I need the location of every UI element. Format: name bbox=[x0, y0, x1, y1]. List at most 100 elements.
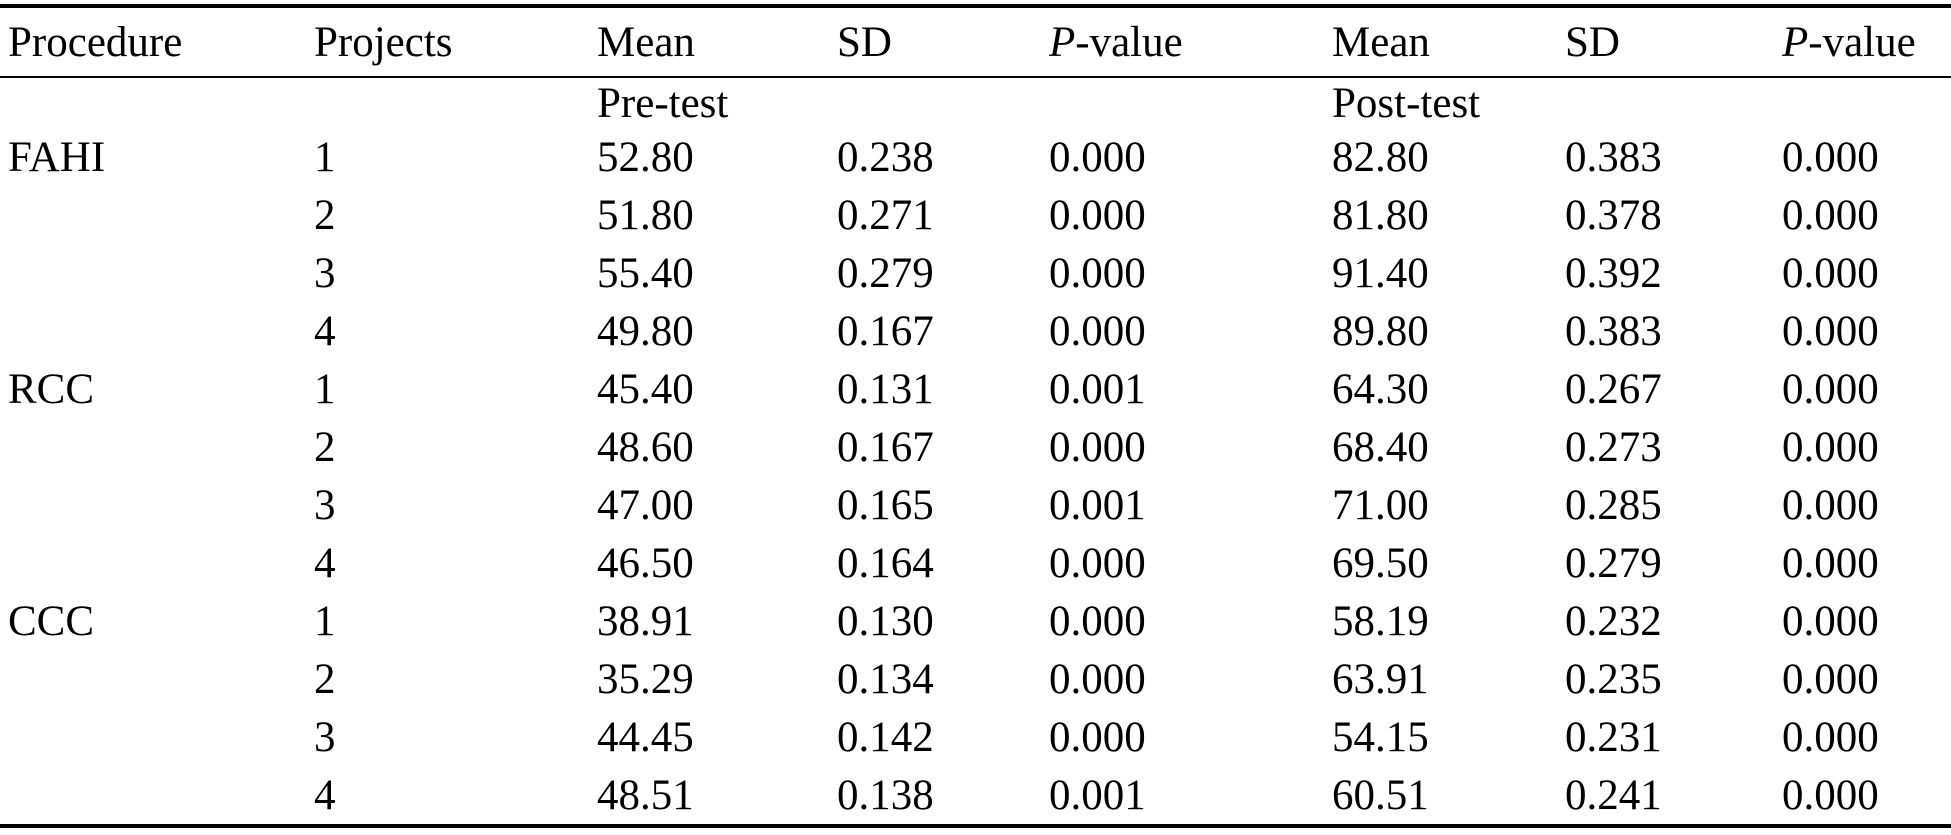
pre-pvalue-cell: 0.001 bbox=[1049, 365, 1146, 413]
pre-pvalue-cell: 0.000 bbox=[1049, 423, 1146, 471]
post-mean-cell: 68.40 bbox=[1332, 423, 1429, 471]
post-mean-cell: 71.00 bbox=[1332, 481, 1429, 529]
pre-mean-cell: 46.50 bbox=[597, 539, 694, 587]
pre-sd-cell: 0.271 bbox=[837, 191, 934, 239]
pre-mean-cell: 45.40 bbox=[597, 365, 694, 413]
pre-mean-cell: 55.40 bbox=[597, 249, 694, 297]
post-mean-cell: 91.40 bbox=[1332, 249, 1429, 297]
project-cell: 2 bbox=[314, 655, 336, 703]
post-mean-cell: 69.50 bbox=[1332, 539, 1429, 587]
procedure-cell: RCC bbox=[8, 365, 95, 413]
project-cell: 1 bbox=[314, 365, 336, 413]
procedure-cell bbox=[0, 302, 314, 360]
table-row: 2 48.60 0.167 0.000 68.40 0.273 0.000 bbox=[0, 418, 1951, 476]
table-row: 3 55.40 0.279 0.000 91.40 0.392 0.000 bbox=[0, 244, 1951, 302]
header-pre-pvalue-italic: P bbox=[1049, 18, 1076, 66]
table-row: 2 51.80 0.271 0.000 81.80 0.378 0.000 bbox=[0, 186, 1951, 244]
procedure-cell bbox=[0, 534, 314, 592]
procedure-cell bbox=[0, 650, 314, 708]
section-empty-cell bbox=[0, 77, 314, 128]
header-post-mean: Mean bbox=[1332, 6, 1565, 78]
pre-sd-cell: 0.131 bbox=[837, 365, 934, 413]
post-pvalue-cell: 0.000 bbox=[1782, 481, 1879, 529]
procedure-cell: FAHI bbox=[8, 133, 106, 181]
post-pvalue-cell: 0.000 bbox=[1782, 249, 1879, 297]
project-cell: 3 bbox=[314, 249, 336, 297]
pre-mean-cell: 47.00 bbox=[597, 481, 694, 529]
procedure-cell bbox=[0, 476, 314, 534]
pre-sd-cell: 0.238 bbox=[837, 133, 934, 181]
pre-mean-cell: 48.51 bbox=[597, 771, 694, 819]
post-pvalue-cell: 0.000 bbox=[1782, 133, 1879, 181]
pre-pvalue-cell: 0.001 bbox=[1049, 771, 1146, 819]
section-label-post-test: Post-test bbox=[1332, 79, 1481, 127]
pre-sd-cell: 0.134 bbox=[837, 655, 934, 703]
pre-mean-cell: 49.80 bbox=[597, 307, 694, 355]
project-cell: 2 bbox=[314, 423, 336, 471]
pre-pvalue-cell: 0.000 bbox=[1049, 597, 1146, 645]
project-cell: 3 bbox=[314, 713, 336, 761]
project-cell: 4 bbox=[314, 539, 336, 587]
pre-pvalue-cell: 0.000 bbox=[1049, 307, 1146, 355]
pre-sd-cell: 0.164 bbox=[837, 539, 934, 587]
post-mean-cell: 89.80 bbox=[1332, 307, 1429, 355]
pre-mean-cell: 52.80 bbox=[597, 133, 694, 181]
pre-sd-cell: 0.167 bbox=[837, 423, 934, 471]
header-procedure: Procedure bbox=[0, 6, 314, 78]
post-pvalue-cell: 0.000 bbox=[1782, 191, 1879, 239]
pre-sd-cell: 0.167 bbox=[837, 307, 934, 355]
pre-sd-cell: 0.279 bbox=[837, 249, 934, 297]
header-post-pvalue-rest: -value bbox=[1808, 18, 1916, 66]
pre-mean-cell: 44.45 bbox=[597, 713, 694, 761]
pre-sd-cell: 0.138 bbox=[837, 771, 934, 819]
project-cell: 1 bbox=[314, 133, 336, 181]
post-pvalue-cell: 0.000 bbox=[1782, 423, 1879, 471]
post-sd-cell: 0.378 bbox=[1565, 191, 1662, 239]
table-row: RCC 1 45.40 0.131 0.001 64.30 0.267 0.00… bbox=[0, 360, 1951, 418]
post-mean-cell: 63.91 bbox=[1332, 655, 1429, 703]
post-pvalue-cell: 0.000 bbox=[1782, 771, 1879, 819]
post-pvalue-cell: 0.000 bbox=[1782, 365, 1879, 413]
post-sd-cell: 0.235 bbox=[1565, 655, 1662, 703]
post-sd-cell: 0.267 bbox=[1565, 365, 1662, 413]
post-sd-cell: 0.273 bbox=[1565, 423, 1662, 471]
post-sd-cell: 0.383 bbox=[1565, 307, 1662, 355]
post-sd-cell: 0.231 bbox=[1565, 713, 1662, 761]
post-mean-cell: 64.30 bbox=[1332, 365, 1429, 413]
post-pvalue-cell: 0.000 bbox=[1782, 539, 1879, 587]
header-post-pvalue: P-value bbox=[1782, 6, 1951, 78]
post-mean-cell: 82.80 bbox=[1332, 133, 1429, 181]
post-pvalue-cell: 0.000 bbox=[1782, 655, 1879, 703]
pre-pvalue-cell: 0.000 bbox=[1049, 655, 1146, 703]
table-row: 4 48.51 0.138 0.001 60.51 0.241 0.000 bbox=[0, 766, 1951, 826]
pre-pvalue-cell: 0.001 bbox=[1049, 481, 1146, 529]
pre-pvalue-cell: 0.000 bbox=[1049, 133, 1146, 181]
post-sd-cell: 0.285 bbox=[1565, 481, 1662, 529]
project-cell: 4 bbox=[314, 307, 336, 355]
pre-pvalue-cell: 0.000 bbox=[1049, 713, 1146, 761]
post-mean-cell: 54.15 bbox=[1332, 713, 1429, 761]
header-pre-sd: SD bbox=[837, 6, 1049, 78]
table-row: 4 46.50 0.164 0.000 69.50 0.279 0.000 bbox=[0, 534, 1951, 592]
pre-pvalue-cell: 0.000 bbox=[1049, 191, 1146, 239]
pre-sd-cell: 0.130 bbox=[837, 597, 934, 645]
procedure-cell bbox=[0, 244, 314, 302]
post-sd-cell: 0.279 bbox=[1565, 539, 1662, 587]
post-mean-cell: 81.80 bbox=[1332, 191, 1429, 239]
procedure-cell: CCC bbox=[8, 597, 95, 645]
pre-mean-cell: 38.91 bbox=[597, 597, 694, 645]
header-post-pvalue-italic: P bbox=[1782, 18, 1809, 66]
table-row: FAHI 1 52.80 0.238 0.000 82.80 0.383 0.0… bbox=[0, 128, 1951, 186]
table-row: 3 47.00 0.165 0.001 71.00 0.285 0.000 bbox=[0, 476, 1951, 534]
post-sd-cell: 0.241 bbox=[1565, 771, 1662, 819]
pre-sd-cell: 0.142 bbox=[837, 713, 934, 761]
table-header: Procedure Projects Mean SD P-value Mean … bbox=[0, 6, 1951, 128]
pre-mean-cell: 48.60 bbox=[597, 423, 694, 471]
post-pvalue-cell: 0.000 bbox=[1782, 713, 1879, 761]
project-cell: 1 bbox=[314, 597, 336, 645]
header-pre-pvalue: P-value bbox=[1049, 6, 1332, 78]
pre-pvalue-cell: 0.000 bbox=[1049, 539, 1146, 587]
post-sd-cell: 0.383 bbox=[1565, 133, 1662, 181]
pre-pvalue-cell: 0.000 bbox=[1049, 249, 1146, 297]
procedure-cell bbox=[0, 418, 314, 476]
